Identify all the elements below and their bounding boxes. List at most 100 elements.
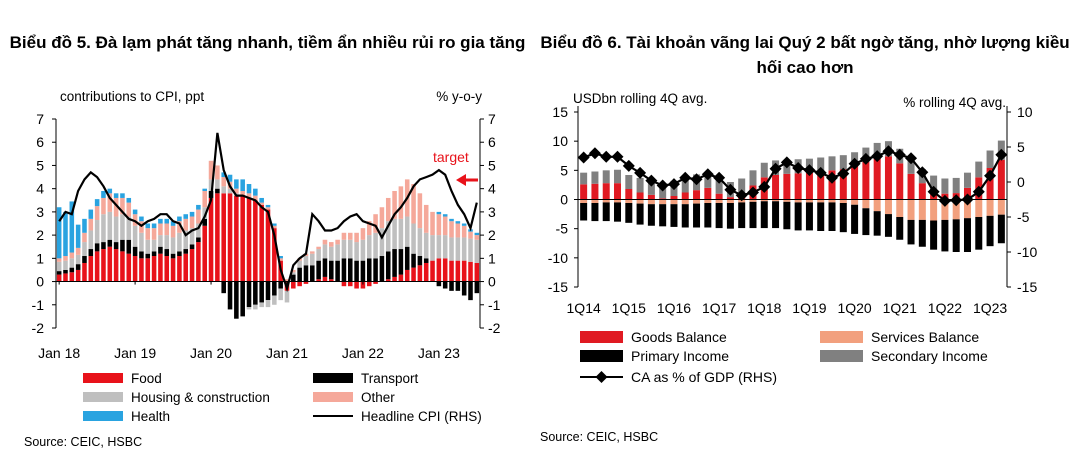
left-y-tick-label: -1 (32, 297, 45, 313)
bar-transport (474, 281, 480, 294)
bar-housing (151, 239, 157, 252)
bar-food (227, 193, 233, 282)
ca-marker (972, 185, 985, 198)
bar-housing (170, 237, 176, 254)
bar-housing (189, 228, 195, 245)
bar-food (259, 204, 264, 282)
bar-food (347, 281, 353, 287)
left-y2-tick-label: 6 (488, 134, 496, 150)
bar-services (896, 199, 904, 217)
bar-housing (113, 216, 119, 243)
bar-health (259, 197, 264, 203)
ca-marker (634, 166, 647, 179)
bar-other (436, 214, 442, 236)
bar-housing (379, 228, 385, 257)
left-y2-tick-label: 3 (488, 204, 496, 220)
bar-transport (385, 251, 391, 280)
bar-primary (772, 201, 780, 229)
bar-goods (896, 163, 904, 200)
bar-primary (749, 201, 757, 229)
legend-label-goods: Goods Balance (631, 329, 727, 345)
bar-other (385, 197, 391, 222)
bar-transport (366, 258, 372, 282)
bar-housing (411, 223, 416, 254)
bar-transport (253, 281, 258, 305)
bar-goods (602, 183, 610, 200)
bar-health (88, 209, 94, 219)
right-x-tick-label: 1Q16 (657, 300, 691, 316)
bar-goods (772, 175, 780, 200)
bar-secondary (930, 175, 938, 191)
bar-health (221, 172, 226, 178)
ca-marker (577, 151, 590, 164)
bar-food (177, 256, 182, 282)
bar-primary (896, 217, 904, 240)
bar-other (417, 193, 423, 229)
bar-secondary (670, 180, 678, 196)
bar-health (240, 179, 245, 191)
ca-marker (780, 156, 793, 169)
bar-food (404, 269, 410, 282)
bar-housing (272, 295, 277, 305)
bar-goods (963, 187, 971, 200)
bar-health (272, 223, 277, 226)
bar-housing (284, 290, 290, 303)
bar-services (738, 199, 746, 203)
bar-secondary (602, 170, 610, 184)
bar-services (918, 199, 926, 220)
legend-label-cpi: Headline CPI (RHS) (361, 409, 482, 424)
left-y2-tick-label: 0 (488, 274, 496, 290)
bar-goods (884, 156, 892, 200)
bar-food (240, 195, 245, 282)
ca-marker (769, 162, 782, 175)
ca-marker (803, 164, 816, 177)
bar-secondary (817, 157, 825, 172)
bar-other (347, 232, 353, 240)
bar-secondary (941, 178, 949, 194)
bar-other (253, 195, 258, 201)
bar-housing (461, 237, 467, 261)
bar-food (101, 249, 106, 282)
left-y-tick-label: 7 (36, 111, 44, 127)
bar-housing (442, 235, 448, 259)
right-x-tick-label: 1Q18 (747, 300, 781, 316)
bar-goods (794, 173, 802, 200)
bar-other (75, 247, 81, 255)
bar-services (659, 199, 667, 205)
bar-transport (423, 258, 429, 263)
bar-transport (341, 258, 347, 282)
bar-other (202, 190, 207, 208)
legend-label-primary: Primary Income (631, 348, 729, 364)
bar-housing (474, 239, 480, 263)
bar-other (449, 221, 454, 238)
bar-health (126, 197, 132, 203)
ca-marker (690, 173, 703, 186)
bar-transport (442, 281, 448, 289)
bar-services (693, 199, 701, 204)
bar-health (278, 256, 283, 259)
right-x-tick-label: 1Q17 (702, 300, 736, 316)
bar-food (107, 246, 113, 282)
bar-housing (183, 230, 189, 250)
bar-transport (82, 256, 87, 263)
bar-transport (113, 242, 119, 250)
bar-other (126, 202, 132, 217)
bar-food (272, 228, 277, 282)
bar-secondary (862, 147, 870, 162)
bar-other (56, 258, 62, 262)
bar-transport (335, 260, 340, 282)
bar-goods (997, 159, 1005, 200)
bar-housing (120, 214, 125, 240)
bar-transport (126, 239, 132, 254)
bar-health (139, 216, 144, 222)
bar-services (602, 199, 610, 203)
right-y-tick-label: 10 (552, 133, 568, 149)
bar-transport (189, 244, 195, 250)
bar-other (259, 202, 264, 205)
bar-transport (69, 267, 75, 273)
bar-housing (75, 254, 81, 265)
ca-marker (938, 194, 951, 207)
bar-food (170, 258, 176, 282)
bar-health (107, 188, 113, 194)
bar-housing (259, 302, 264, 308)
